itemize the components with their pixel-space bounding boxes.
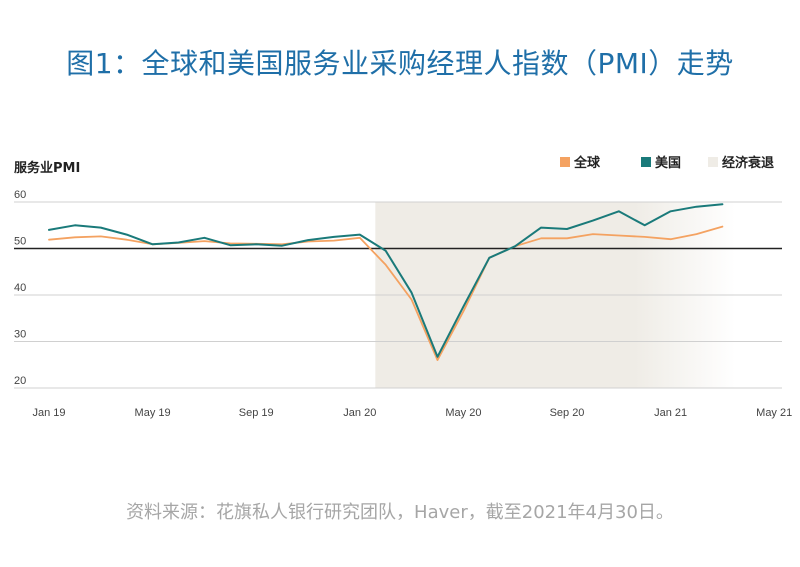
source-note: 资料来源：花旗私人银行研究团队，Haver，截至2021年4月30日。 — [126, 502, 674, 523]
legend-swatch-global — [560, 157, 570, 167]
y-tick-label: 20 — [14, 375, 26, 387]
legend-label-recession: 经济衰退 — [722, 155, 774, 171]
legend-swatch-us — [641, 157, 651, 167]
legend-swatch-recession — [708, 157, 718, 167]
x-tick-label: Jan 21 — [654, 407, 687, 419]
y-tick-label: 40 — [14, 282, 26, 294]
x-tick-label: May 21 — [756, 407, 792, 419]
x-tick-label: Jan 20 — [343, 407, 376, 419]
legend-label-us: 美国 — [655, 155, 681, 171]
y-tick-label: 60 — [14, 189, 26, 201]
y-tick-label: 30 — [14, 329, 26, 341]
x-tick-label: Jan 19 — [32, 407, 65, 419]
y-axis-label: 服务业PMI — [14, 160, 80, 176]
chart-title: 图1：全球和美国服务业采购经理人指数（PMI）走势 — [66, 47, 734, 80]
x-tick-label: May 20 — [445, 407, 481, 419]
x-tick-label: Sep 20 — [550, 407, 585, 419]
x-tick-label: May 19 — [135, 407, 171, 419]
y-tick-label: 50 — [14, 236, 26, 248]
series-line-us — [48, 203, 724, 358]
legend-label-global: 全球 — [573, 155, 601, 171]
x-tick-label: Sep 19 — [239, 407, 274, 419]
